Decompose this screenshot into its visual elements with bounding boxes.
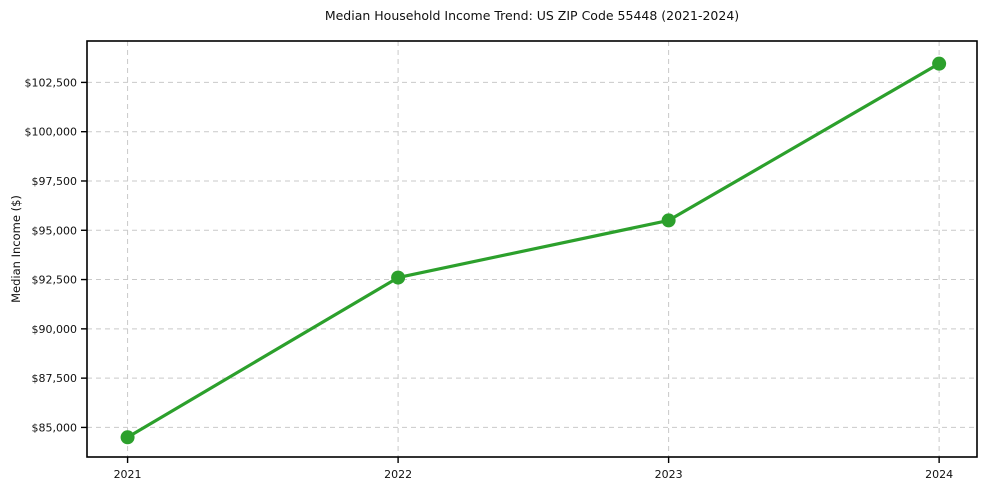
- y-tick-label: $92,500: [32, 274, 78, 287]
- y-tick-label: $97,500: [32, 175, 78, 188]
- y-tick-label: $100,000: [25, 126, 78, 139]
- x-tick-label: 2021: [114, 468, 142, 481]
- data-point-marker: [391, 270, 406, 285]
- series-line: [125, 62, 941, 439]
- data-point-marker: [661, 213, 676, 228]
- y-tick-label: $90,000: [32, 323, 78, 336]
- axes-frame: [86, 40, 978, 458]
- x-tick-label: 2023: [655, 468, 683, 481]
- y-tick-label: $102,500: [25, 76, 78, 89]
- x-tick-label: 2024: [925, 468, 953, 481]
- y-tick-label: $87,500: [32, 372, 78, 385]
- y-tick-label: $85,000: [32, 421, 78, 434]
- y-tick-label: $95,000: [32, 224, 78, 237]
- data-point-marker: [120, 430, 135, 445]
- data-point-marker: [932, 56, 947, 71]
- x-tick-label: 2022: [384, 468, 412, 481]
- chart-title: Median Household Income Trend: US ZIP Co…: [324, 8, 740, 23]
